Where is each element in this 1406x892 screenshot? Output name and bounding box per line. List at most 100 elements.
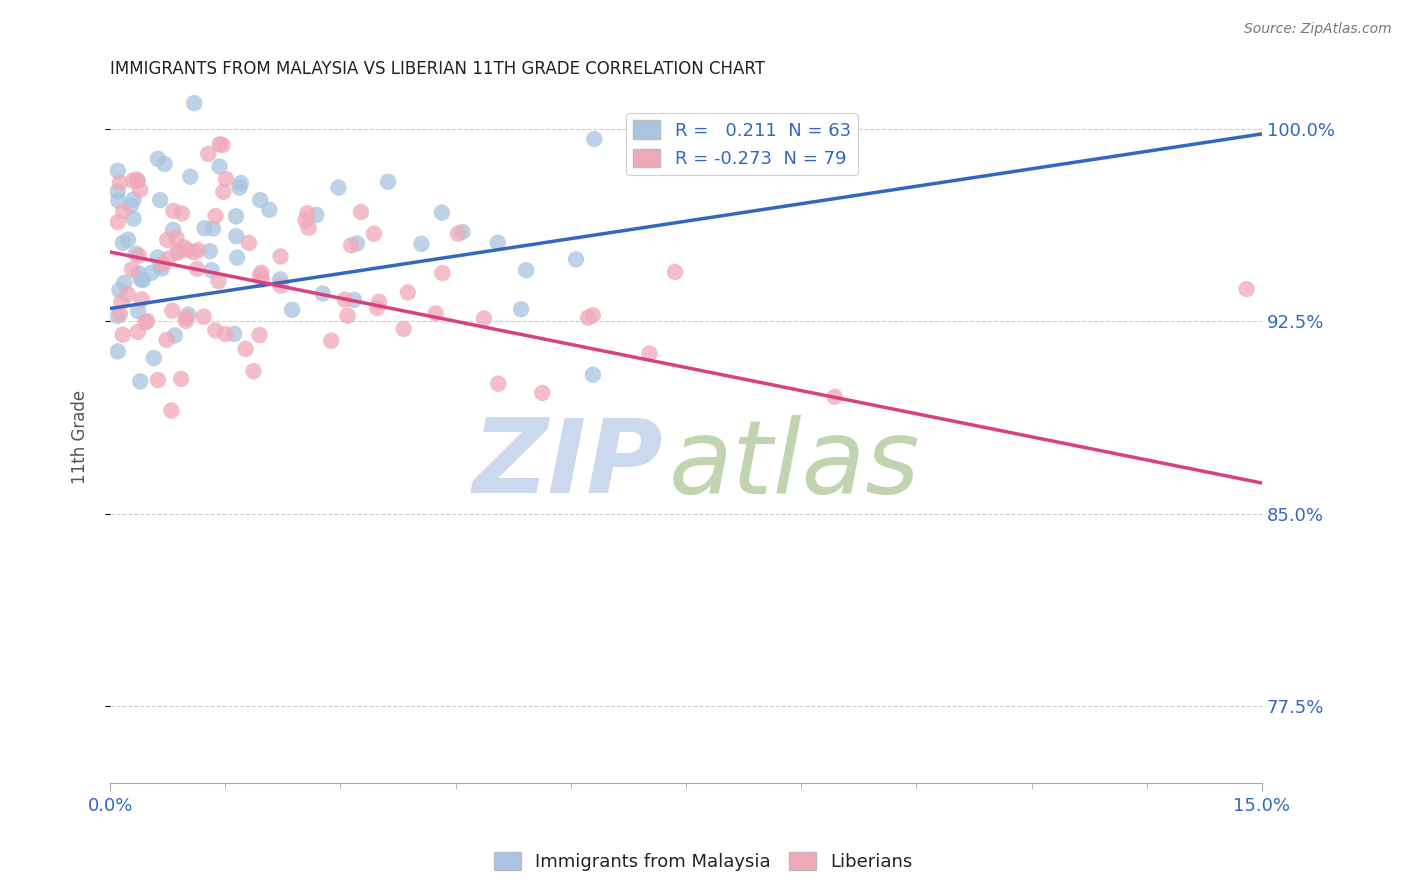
Point <box>297 220 319 235</box>
Point <box>167 244 190 259</box>
Legend: R =   0.211  N = 63, R = -0.273  N = 79: R = 0.211 N = 63, R = -0.273 N = 79 <box>626 113 858 176</box>
Point <box>269 272 291 286</box>
Point <box>187 243 209 257</box>
Y-axis label: 11th Grade: 11th Grade <box>72 390 89 483</box>
Point <box>121 262 143 277</box>
Point <box>664 265 686 279</box>
Text: atlas: atlas <box>669 415 920 515</box>
Point <box>155 333 177 347</box>
Point <box>197 147 219 161</box>
Point <box>122 211 145 226</box>
Point <box>107 185 129 199</box>
Point <box>204 323 226 337</box>
Point <box>311 286 333 301</box>
Point <box>305 208 328 222</box>
Point <box>146 152 169 166</box>
Point <box>229 176 252 190</box>
Point <box>110 295 132 310</box>
Point <box>177 308 200 322</box>
Point <box>249 268 271 283</box>
Point <box>377 175 399 189</box>
Text: ZIP: ZIP <box>472 414 664 515</box>
Point <box>108 176 131 190</box>
Point <box>183 245 205 260</box>
Point <box>120 198 142 212</box>
Point <box>128 249 150 263</box>
Point <box>250 266 273 280</box>
Point <box>225 209 247 223</box>
Point <box>127 304 149 318</box>
Point <box>127 174 149 188</box>
Point <box>368 294 391 309</box>
Point <box>162 223 184 237</box>
Point <box>112 276 135 290</box>
Point <box>582 368 605 382</box>
Point <box>515 263 537 277</box>
Point <box>193 221 215 235</box>
Point <box>294 213 316 227</box>
Point <box>430 205 453 219</box>
Point <box>107 344 129 359</box>
Point <box>149 259 172 273</box>
Point <box>249 193 271 207</box>
Point <box>111 235 134 250</box>
Point <box>141 266 163 280</box>
Legend: Immigrants from Malaysia, Liberians: Immigrants from Malaysia, Liberians <box>486 845 920 879</box>
Point <box>132 273 155 287</box>
Point <box>451 225 474 239</box>
Point <box>107 163 129 178</box>
Point <box>432 266 454 280</box>
Point <box>157 252 180 266</box>
Point <box>173 240 195 254</box>
Point <box>486 235 509 250</box>
Point <box>107 215 129 229</box>
Point <box>108 283 131 297</box>
Point <box>214 327 236 342</box>
Point <box>111 327 134 342</box>
Point <box>486 376 509 391</box>
Point <box>270 278 292 293</box>
Point <box>174 310 197 325</box>
Point <box>350 205 373 219</box>
Point <box>149 193 172 207</box>
Point <box>129 272 152 286</box>
Point <box>179 169 201 184</box>
Point <box>131 293 153 307</box>
Point <box>207 274 229 288</box>
Point <box>242 364 264 378</box>
Point <box>297 206 319 220</box>
Point <box>583 132 606 146</box>
Point <box>166 245 188 260</box>
Point <box>582 308 605 322</box>
Point <box>235 342 257 356</box>
Point <box>122 174 145 188</box>
Point <box>129 375 152 389</box>
Text: Source: ZipAtlas.com: Source: ZipAtlas.com <box>1244 22 1392 37</box>
Point <box>208 160 231 174</box>
Point <box>166 231 188 245</box>
Point <box>270 249 292 263</box>
Point <box>226 251 249 265</box>
Point <box>162 203 184 218</box>
Point <box>117 287 139 301</box>
Point <box>328 180 350 194</box>
Point <box>204 209 226 223</box>
Point <box>211 138 233 153</box>
Point <box>170 206 193 220</box>
Point <box>152 257 174 271</box>
Point <box>447 227 470 241</box>
Point <box>150 261 173 276</box>
Point <box>146 251 169 265</box>
Point <box>186 261 208 276</box>
Point <box>638 346 661 360</box>
Point <box>510 302 533 317</box>
Point <box>225 229 247 244</box>
Point <box>411 236 433 251</box>
Point <box>146 373 169 387</box>
Point <box>107 309 129 323</box>
Point <box>425 306 447 320</box>
Point <box>112 204 135 219</box>
Point <box>193 310 215 324</box>
Point <box>136 314 159 328</box>
Point <box>129 183 152 197</box>
